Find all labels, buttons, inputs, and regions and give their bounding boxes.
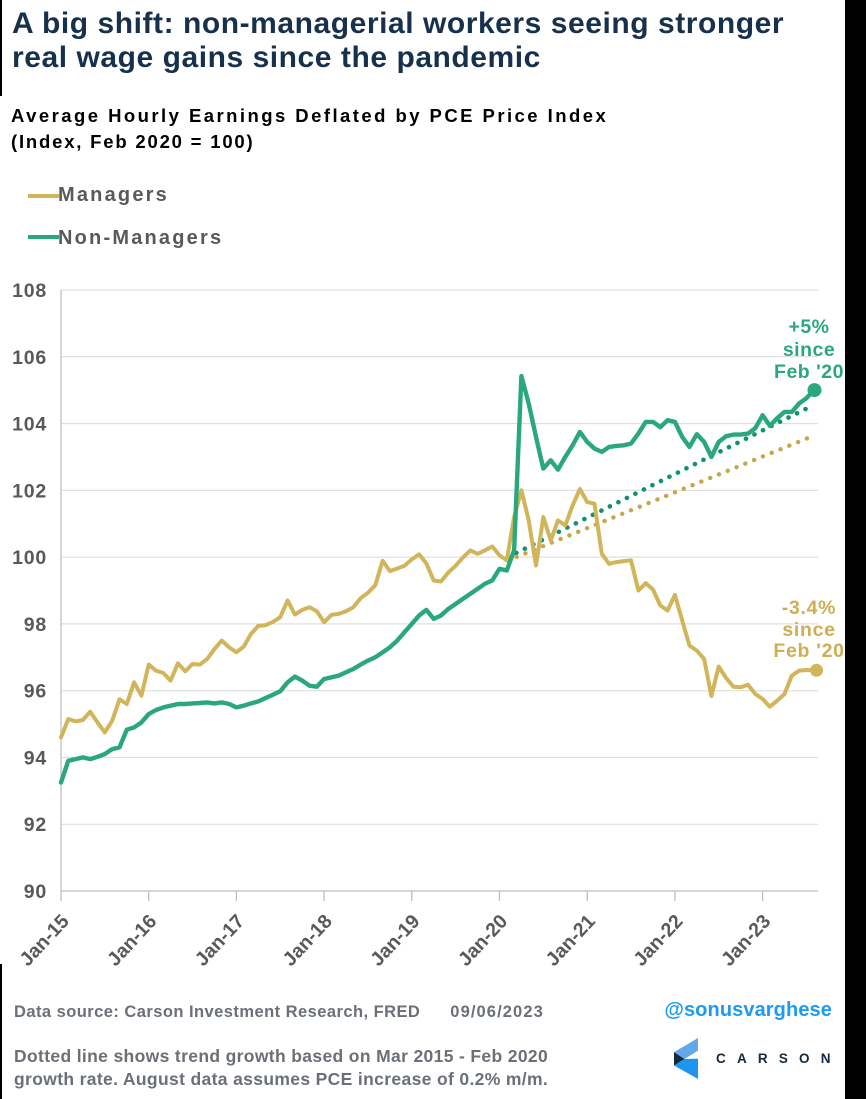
svg-text:Jan-20: Jan-20 bbox=[454, 910, 512, 970]
svg-text:Jan-19: Jan-19 bbox=[366, 910, 424, 970]
svg-text:Jan-15: Jan-15 bbox=[15, 910, 73, 970]
svg-text:92: 92 bbox=[24, 814, 47, 836]
svg-text:Jan-21: Jan-21 bbox=[542, 910, 600, 970]
svg-text:Jan-16: Jan-16 bbox=[103, 910, 161, 970]
svg-text:Jan-23: Jan-23 bbox=[717, 910, 775, 970]
svg-text:90: 90 bbox=[24, 881, 47, 903]
svg-text:108: 108 bbox=[12, 280, 47, 302]
svg-text:Jan-22: Jan-22 bbox=[629, 910, 687, 970]
svg-text:Jan-17: Jan-17 bbox=[191, 910, 249, 970]
svg-text:100: 100 bbox=[12, 547, 47, 569]
svg-text:96: 96 bbox=[24, 681, 47, 703]
svg-text:98: 98 bbox=[24, 614, 47, 636]
svg-text:106: 106 bbox=[12, 347, 47, 369]
svg-text:Jan-18: Jan-18 bbox=[279, 910, 337, 970]
svg-text:94: 94 bbox=[24, 747, 47, 769]
svg-text:102: 102 bbox=[12, 480, 47, 502]
svg-text:104: 104 bbox=[12, 414, 47, 436]
